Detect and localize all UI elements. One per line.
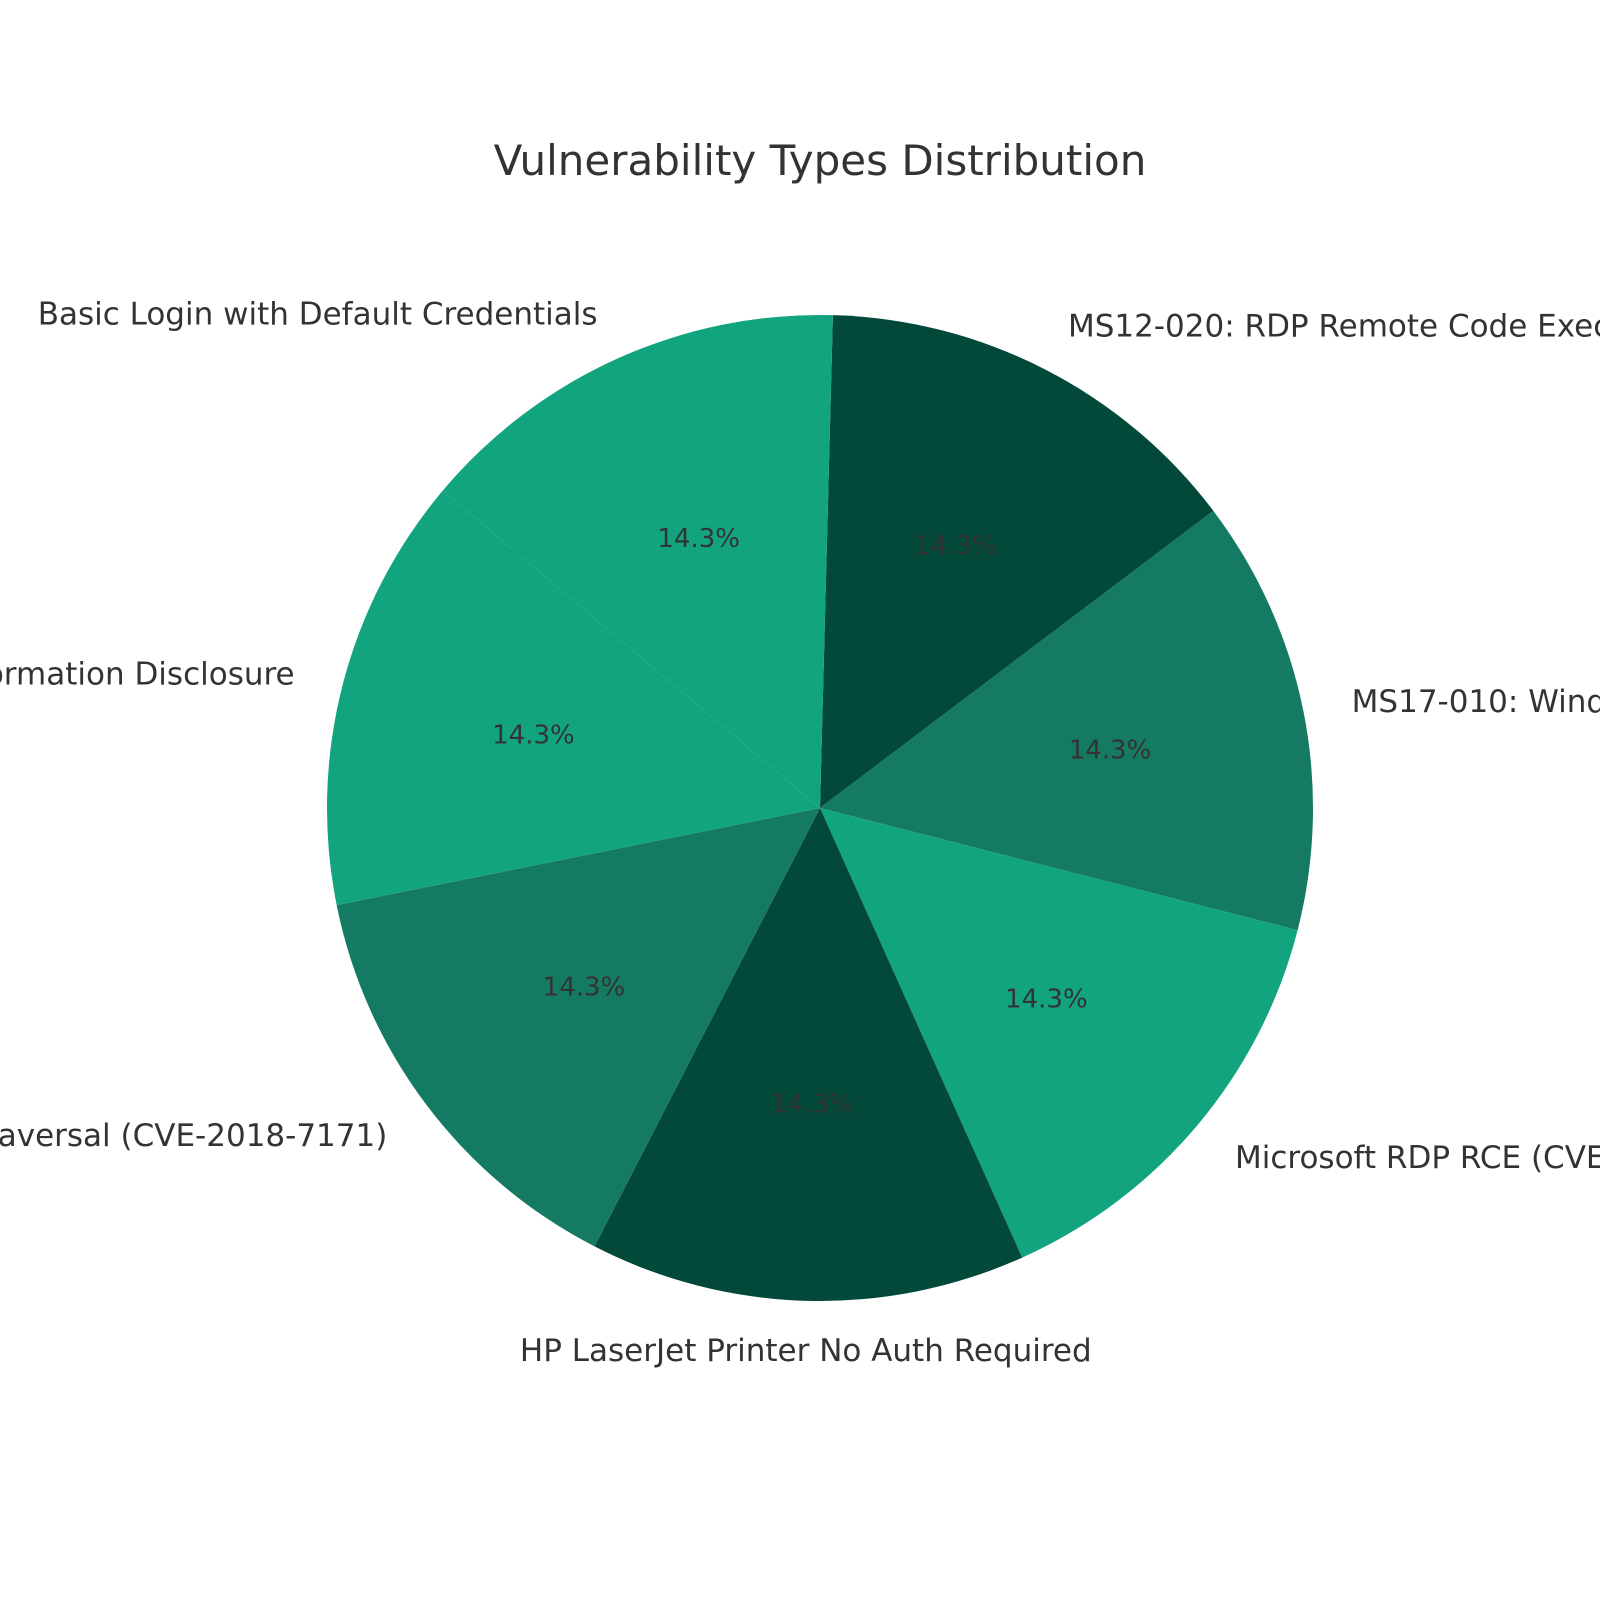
category-label-7: Basic Login with Default Credentials	[38, 296, 598, 332]
percent-label-4: 14.3%	[771, 1090, 854, 1120]
category-label-2: MS17-010: Windows SMB Remote Code Execut…	[1352, 684, 1600, 720]
pie-slice-6	[327, 490, 820, 906]
percent-label-2: 14.3%	[1069, 736, 1152, 766]
pie-slice-3	[820, 808, 1298, 1258]
pie-slices	[327, 315, 1313, 1301]
category-labels: MS12-020: RDP Remote Code Execution MS17-…	[0, 296, 1600, 1369]
percent-label-3: 14.3%	[1005, 984, 1088, 1014]
percent-label-5: 14.3%	[543, 972, 626, 1002]
pie-slice-2	[820, 510, 1313, 931]
percent-label-6: 14.3%	[492, 721, 575, 751]
percent-label-1: 14.3%	[914, 531, 997, 561]
pie-slice-5	[336, 808, 820, 1247]
pie-slice-1	[820, 315, 1214, 808]
chart-title: Vulnerability Types Distribution	[494, 136, 1147, 185]
category-label-5: Path Traversal (CVE-2018-7171)	[0, 1118, 387, 1154]
category-label-6: Information Disclosure	[0, 657, 295, 693]
percent-label-7: 14.3%	[657, 524, 740, 554]
category-label-4: HP LaserJet Printer No Auth Required	[520, 1333, 1092, 1369]
category-label-3: Microsoft RDP RCE (CVE-2019-0708)	[1235, 1140, 1600, 1176]
category-label-1: MS12-020: RDP Remote Code Execution	[1068, 309, 1600, 345]
percent-labels: 14.3% 14.3% 14.3% 14.3% 14.3% 14.3% 14.3%	[492, 524, 1151, 1119]
pie-slice-4	[594, 808, 1023, 1301]
pie-slice-7	[442, 315, 833, 808]
